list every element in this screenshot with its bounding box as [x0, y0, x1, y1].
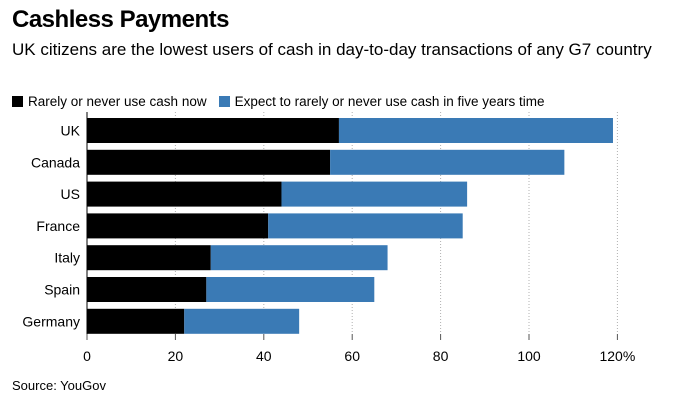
bar-segment-now	[87, 118, 339, 143]
chart-subtitle: UK citizens are the lowest users of cash…	[12, 40, 652, 59]
category-label: Italy	[54, 250, 80, 266]
bar-segment-now	[87, 308, 185, 334]
bar-segment-five-years	[268, 213, 463, 239]
x-tick-label: 40	[256, 348, 272, 364]
category-label: Germany	[22, 313, 80, 329]
bar-segment-now	[87, 213, 269, 239]
x-tick-label: 60	[344, 348, 360, 364]
bar-segment-now	[87, 277, 207, 302]
category-label: Canada	[31, 154, 80, 170]
bar-segment-five-years	[338, 118, 613, 143]
category-label: US	[61, 186, 80, 202]
chart-legend: Rarely or never use cash now Expect to r…	[12, 94, 556, 109]
x-tick-label: 120%	[599, 348, 635, 364]
chart-title: Cashless Payments	[12, 6, 229, 33]
legend-item-now: Rarely or never use cash now	[12, 94, 207, 109]
x-tick-label: 100	[517, 348, 541, 364]
bar-segment-five-years	[281, 181, 468, 207]
legend-label-now: Rarely or never use cash now	[28, 94, 207, 109]
bar-segment-five-years	[330, 149, 565, 175]
bar-segment-now	[87, 245, 211, 271]
x-tick-label: 80	[433, 348, 449, 364]
category-label: France	[36, 218, 80, 234]
bar-segment-five-years	[206, 277, 375, 302]
bar-segment-now	[87, 181, 282, 207]
bar-segment-five-years	[210, 245, 388, 271]
legend-label-five-years: Expect to rarely or never use cash in fi…	[234, 94, 545, 109]
category-label: Spain	[44, 282, 80, 298]
legend-swatch-five-years	[218, 96, 230, 107]
legend-swatch-now	[12, 96, 23, 107]
source-note: Source: YouGov	[12, 378, 106, 393]
bar-segment-five-years	[184, 308, 300, 334]
x-tick-label: 0	[83, 348, 91, 364]
category-label: UK	[61, 123, 81, 139]
bar-segment-now	[87, 149, 331, 175]
legend-item-five-years: Expect to rarely or never use cash in fi…	[218, 94, 545, 109]
x-tick-label: 20	[168, 348, 184, 364]
